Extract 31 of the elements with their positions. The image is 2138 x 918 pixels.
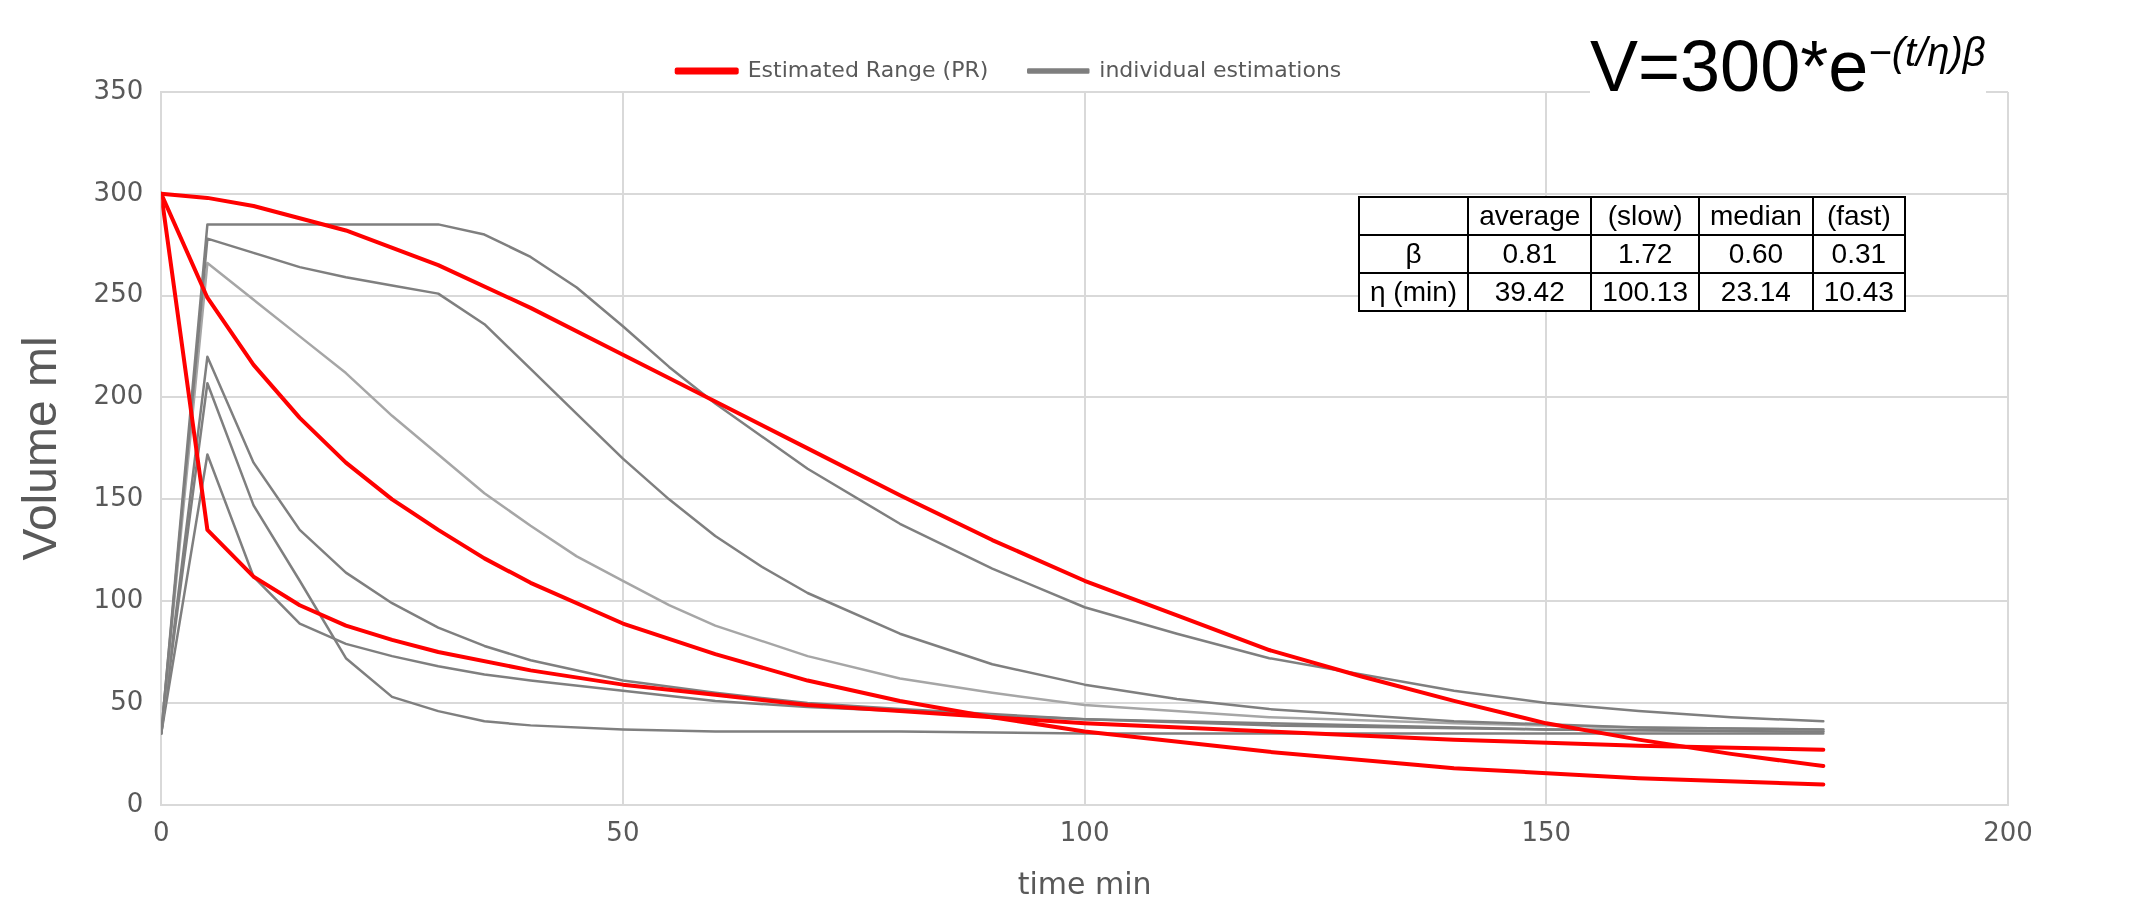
y-tick-label: 0 (126, 787, 144, 818)
annotation: average (1468, 197, 1592, 235)
x-axis-title: time min (1017, 865, 1152, 901)
y-tick-label: 250 (93, 278, 144, 309)
x-tick-label: 50 (606, 817, 640, 848)
annotation: η (min) (1359, 273, 1469, 311)
x-tick-label: 200 (1983, 817, 2033, 848)
annotation: (fast) (1812, 197, 1905, 235)
y-tick-label: 100 (93, 583, 144, 614)
legend-label: individual estimations (1099, 56, 1342, 82)
y-tick-label: 200 (93, 380, 144, 411)
annotation: 100.13 (1591, 273, 1699, 311)
y-tick-label: 300 (93, 176, 144, 207)
x-tick-label: 100 (1059, 817, 1110, 848)
y-tick-label: 150 (93, 482, 144, 513)
annotation: 1.72 (1591, 235, 1699, 273)
annotation: 23.14 (1698, 273, 1813, 311)
x-tick-label: 0 (152, 817, 170, 848)
y-tick-label: 350 (93, 74, 144, 105)
annotation: median (1698, 197, 1813, 235)
annotation: 39.42 (1468, 273, 1592, 311)
annotation: β (1359, 235, 1469, 273)
annotation: (slow) (1591, 197, 1699, 235)
annotation: 0.81 (1468, 235, 1592, 273)
annotation: 0.31 (1812, 235, 1905, 273)
annotation: 0.60 (1698, 235, 1813, 273)
legend-label: Estimated Range (PR) (747, 56, 989, 82)
x-tick-label: 150 (1521, 817, 1572, 848)
y-tick-label: 50 (110, 685, 144, 716)
annotation: 10.43 (1812, 273, 1905, 311)
y-axis-title: Volume ml (13, 336, 67, 561)
